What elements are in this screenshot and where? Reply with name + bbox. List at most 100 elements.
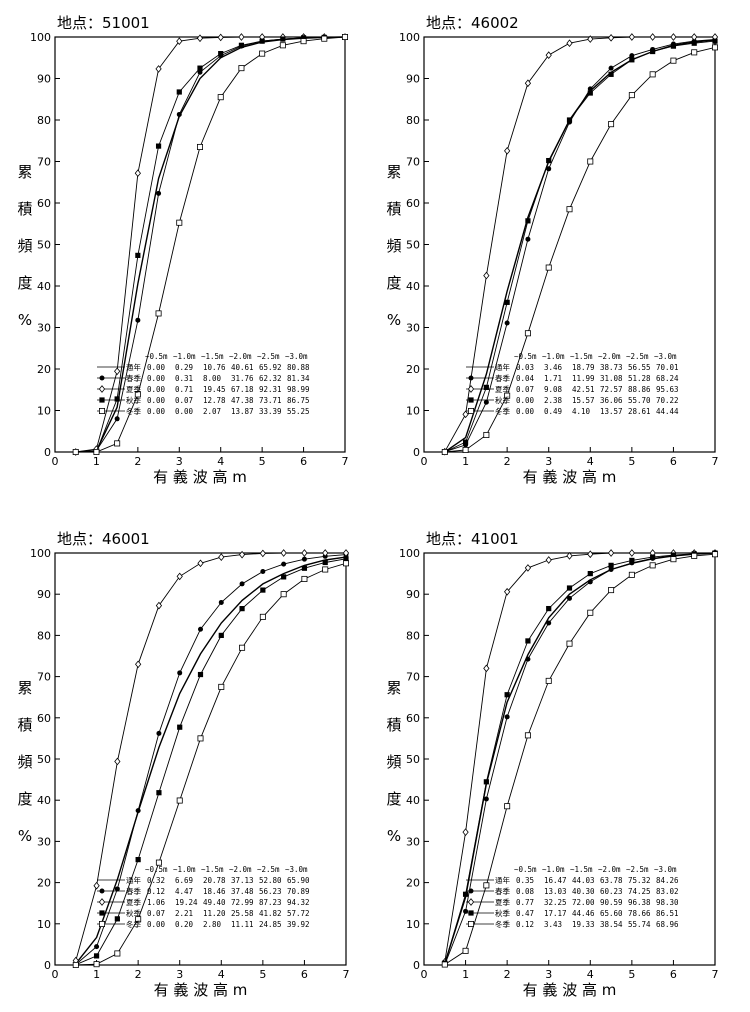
legend-label: 夏季 xyxy=(495,384,510,394)
y-tick-label: 50 xyxy=(406,239,420,252)
data-point xyxy=(525,656,531,662)
data-point xyxy=(670,57,677,64)
table-cell: 0.31 xyxy=(175,374,193,383)
table-header: ~3.0m xyxy=(654,865,677,874)
y-tick-label: 50 xyxy=(406,753,420,766)
data-point xyxy=(504,147,511,155)
chart-title: 地点：51001 xyxy=(57,14,150,32)
data-point xyxy=(670,556,677,563)
data-point xyxy=(281,561,287,567)
data-point xyxy=(670,43,677,49)
x-tick-label: 5 xyxy=(259,455,266,468)
data-point xyxy=(545,264,552,271)
data-point xyxy=(587,158,594,165)
y-axis-label: 度 xyxy=(386,274,401,292)
data-point xyxy=(629,53,635,59)
data-point xyxy=(114,757,121,766)
table-header: ~0.5m xyxy=(145,352,168,361)
data-point xyxy=(463,908,469,914)
data-point xyxy=(628,92,635,99)
data-point xyxy=(93,448,100,455)
table-cell: 0.08 xyxy=(516,887,535,896)
table-cell: 95.63 xyxy=(656,385,679,394)
x-tick-label: 4 xyxy=(587,455,594,468)
table-cell: 92.31 xyxy=(259,385,282,394)
y-tick-label: 70 xyxy=(37,671,51,684)
data-point xyxy=(691,40,697,46)
data-point xyxy=(649,33,656,41)
y-tick-label: 10 xyxy=(37,405,51,418)
data-point xyxy=(155,143,162,149)
y-tick-label: 80 xyxy=(37,114,51,127)
data-point xyxy=(177,670,183,676)
legend-marker xyxy=(467,898,475,906)
y-axis-label: % xyxy=(18,827,32,845)
data-point xyxy=(301,549,308,557)
table-cell: 10.76 xyxy=(203,363,226,372)
table-cell: 2.38 xyxy=(544,396,563,405)
legend-label: 通年 xyxy=(126,362,141,372)
data-point xyxy=(93,961,100,968)
table-cell: 0.03 xyxy=(516,363,534,372)
table-cell: 18.79 xyxy=(572,363,595,372)
data-point xyxy=(114,950,121,957)
table-cell: 0.35 xyxy=(516,876,534,885)
data-point xyxy=(462,891,469,897)
data-point xyxy=(504,320,510,326)
data-point xyxy=(504,714,510,720)
table-cell: 19.24 xyxy=(175,898,198,907)
table-header: ~1.0m xyxy=(542,352,565,361)
series-line xyxy=(75,552,346,961)
y-tick-label: 50 xyxy=(37,753,51,766)
table-cell: 33.39 xyxy=(259,407,282,416)
data-point xyxy=(587,550,594,559)
data-point xyxy=(176,797,183,804)
legend-label: 夏季 xyxy=(126,897,141,907)
series-line xyxy=(75,556,347,965)
y-tick-label: 60 xyxy=(37,197,51,210)
data-point xyxy=(628,33,635,41)
table-header: ~2.5m xyxy=(257,865,280,874)
data-point xyxy=(197,671,204,678)
table-cell: 11.11 xyxy=(231,920,254,929)
table-cell: 24.85 xyxy=(259,920,282,929)
x-tick-label: 7 xyxy=(343,968,350,981)
y-tick-label: 20 xyxy=(406,363,420,376)
x-tick-label: 2 xyxy=(504,968,511,981)
data-point xyxy=(483,779,489,785)
y-tick-label: 70 xyxy=(406,156,420,169)
series-line xyxy=(444,36,715,452)
data-point xyxy=(72,448,79,455)
series-line xyxy=(444,553,716,965)
x-tick-label: 3 xyxy=(545,968,552,981)
series-line xyxy=(75,36,346,453)
table-cell: 44.46 xyxy=(572,909,595,918)
x-tick-label: 5 xyxy=(628,455,635,468)
x-tick-label: 0 xyxy=(52,968,59,981)
x-tick-label: 2 xyxy=(504,455,511,468)
table-header: ~2.5m xyxy=(626,352,649,361)
table-cell: 18.46 xyxy=(203,887,226,896)
legend-marker xyxy=(99,888,105,894)
data-point xyxy=(218,51,224,57)
y-tick-label: 30 xyxy=(406,835,420,848)
chart-title: 地点：46002 xyxy=(426,14,519,32)
data-point xyxy=(462,410,469,419)
data-point xyxy=(218,632,224,638)
data-point xyxy=(483,384,489,390)
data-point xyxy=(300,35,307,41)
data-point xyxy=(546,620,552,626)
data-point xyxy=(322,566,329,573)
data-point xyxy=(259,549,266,558)
data-point xyxy=(483,796,489,802)
data-point xyxy=(483,664,490,673)
data-point xyxy=(259,50,266,57)
data-point xyxy=(301,556,307,562)
table-cell: 2.07 xyxy=(203,407,221,416)
data-point xyxy=(566,39,573,48)
table-cell: 56.23 xyxy=(259,887,282,896)
data-point xyxy=(629,57,635,63)
data-point xyxy=(525,218,531,224)
data-point xyxy=(156,730,162,736)
